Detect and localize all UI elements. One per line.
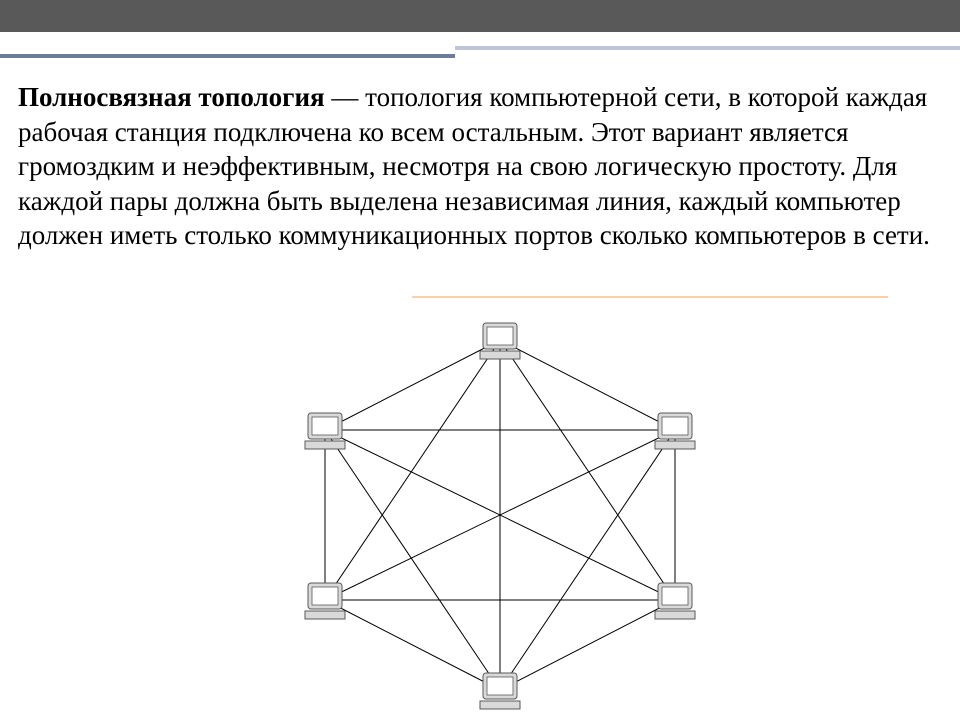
term: Полносвязная топология: [18, 82, 325, 112]
edge: [500, 340, 675, 430]
computer-icon: [305, 583, 345, 619]
edge: [325, 600, 500, 690]
edge: [325, 340, 500, 600]
edge: [500, 340, 675, 600]
mesh-topology-diagram: [280, 310, 720, 710]
accent-line-right: [455, 46, 960, 50]
edges-group: [325, 340, 675, 690]
edge: [500, 600, 675, 690]
computer-icon: [655, 413, 695, 449]
orange-underline: [412, 296, 888, 298]
edge: [325, 340, 500, 430]
edge: [325, 430, 500, 690]
edge: [500, 430, 675, 690]
computer-icon: [305, 413, 345, 449]
dash: —: [325, 82, 366, 112]
accent-line-left: [0, 54, 455, 58]
definition-paragraph: Полносвязная топология — топология компь…: [18, 80, 938, 253]
computer-icon: [480, 673, 520, 709]
computer-icon: [655, 583, 695, 619]
computer-icon: [480, 323, 520, 359]
slide-top-bar: [0, 0, 960, 32]
